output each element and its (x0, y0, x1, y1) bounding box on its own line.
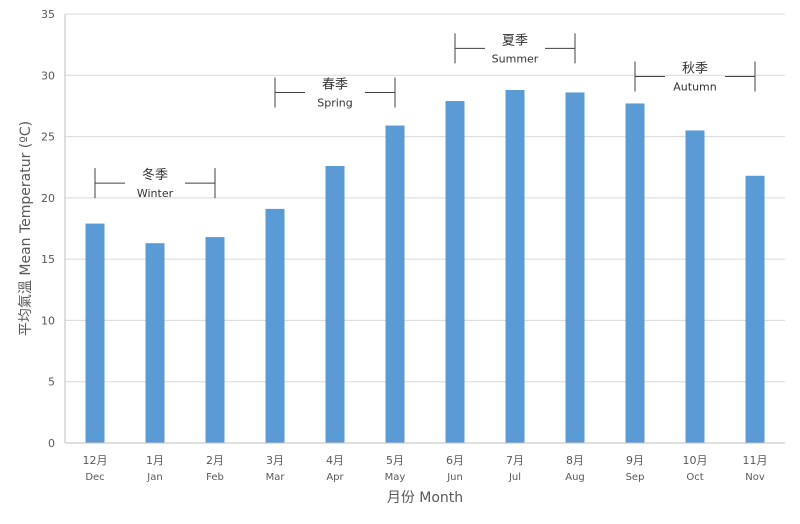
bar-dec (85, 223, 105, 443)
bar-jan (145, 243, 165, 443)
season-label-en: Summer (492, 52, 539, 65)
y-tick-label: 30 (41, 69, 55, 82)
season-label-zh: 夏季 (502, 33, 528, 48)
bar-oct (685, 130, 705, 443)
y-tick-label: 15 (41, 253, 55, 266)
season-label-zh: 冬季 (142, 167, 168, 183)
season-label-en: Spring (317, 96, 353, 109)
x-tick-label-zh: 3月 (266, 454, 284, 467)
x-tick-label-en: Jun (446, 472, 463, 483)
season-annotation-autumn: 秋季 Autumn (634, 61, 756, 94)
bar-apr (325, 165, 345, 443)
x-tick-label-en: Dec (85, 472, 104, 483)
y-tick-label: 0 (48, 437, 55, 450)
bar-feb (205, 237, 225, 443)
x-tick-label-en: Oct (686, 472, 703, 483)
y-tick-label: 25 (41, 131, 55, 144)
bar-aug (565, 92, 585, 444)
x-tick-label-en: Aug (565, 472, 585, 483)
x-tick-label-zh: 12月 (83, 454, 108, 467)
x-tick-label-zh: 5月 (386, 454, 404, 467)
x-tick-label-en: May (385, 472, 406, 483)
season-annotation-winter: 冬季 Winter (94, 167, 216, 200)
bar-jun (445, 101, 465, 444)
y-tick-label: 10 (41, 314, 55, 327)
x-tick-label-en: Mar (266, 472, 286, 483)
x-tick-label-zh: 8月 (566, 454, 584, 467)
x-tick-label-zh: 1月 (146, 454, 164, 467)
y-tick-label: 20 (41, 192, 55, 205)
x-tick-labels: 12月 Dec 1月 Jan 2月 Feb 3月 Mar 4月 Apr 5月 May 6月 Jun 7月 Ju… (83, 454, 768, 483)
x-tick-label-zh: 6月 (446, 454, 464, 467)
bar-nov (745, 175, 765, 443)
y-tick-labels: 0 5 10 15 20 25 30 35 (41, 8, 55, 450)
x-tick-label-en: Jan (146, 472, 162, 483)
gridlines (65, 13, 785, 383)
x-tick-label-zh: 2月 (206, 454, 224, 467)
x-tick-label-zh: 10月 (683, 454, 708, 467)
bar-jul (505, 89, 525, 443)
season-label-en: Winter (137, 187, 174, 200)
x-axis-title: 月份 Month (387, 490, 463, 506)
x-tick-label-zh: 4月 (326, 454, 344, 467)
x-tick-label-zh: 11月 (743, 454, 768, 467)
season-label-en: Autumn (673, 81, 716, 94)
x-tick-label-zh: 7月 (506, 454, 524, 467)
y-tick-label: 35 (41, 8, 55, 21)
season-annotations: 冬季 Winter 春季 Spring 夏季 Summer 秋季 Autumn (94, 33, 756, 200)
season-label-zh: 春季 (322, 77, 348, 92)
bar-sep (625, 103, 645, 443)
season-annotation-spring: 春季 Spring (274, 77, 396, 109)
y-axis-title: 平均氣溫 Mean Temperatur (ºC) (18, 121, 34, 336)
x-tick-label-en: Apr (326, 472, 344, 483)
x-tick-label-zh: 9月 (626, 454, 644, 467)
y-tick-label: 5 (48, 376, 55, 389)
x-tick-label-en: Nov (745, 472, 765, 483)
season-label-zh: 秋季 (682, 62, 708, 77)
x-tick-label-en: Jul (508, 472, 521, 483)
bar-mar (265, 208, 285, 443)
bars (85, 89, 765, 444)
season-annotation-summer: 夏季 Summer (454, 33, 576, 65)
bar-may (385, 125, 405, 443)
x-tick-label-en: Sep (626, 472, 645, 483)
x-tick-label-en: Feb (206, 472, 224, 483)
